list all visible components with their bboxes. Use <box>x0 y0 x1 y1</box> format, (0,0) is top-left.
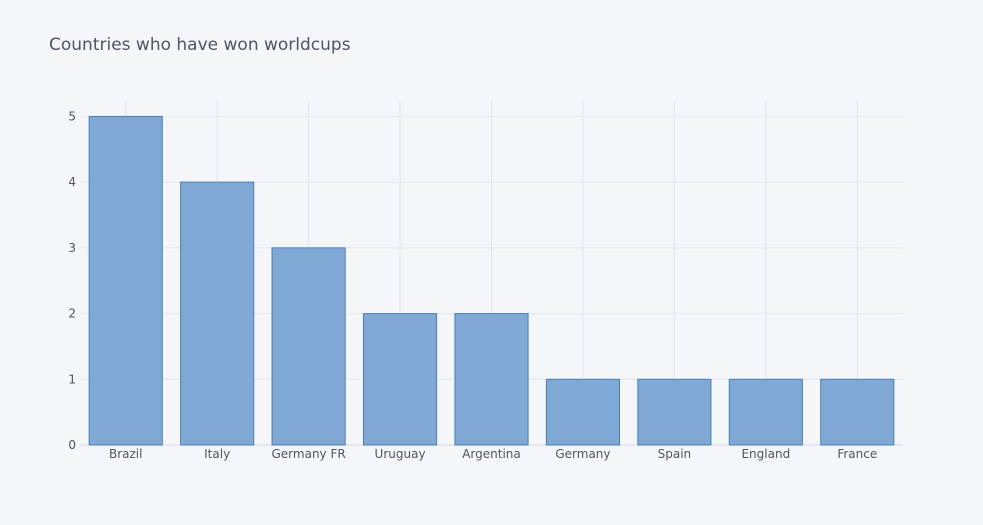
bar-argentina[interactable] <box>454 313 529 446</box>
bar-germany-fr[interactable] <box>271 247 346 446</box>
bar-brazil[interactable] <box>88 115 163 446</box>
y-tick-label: 2 <box>68 307 76 321</box>
x-tick-label: Argentina <box>462 447 521 461</box>
bar-spain[interactable] <box>637 378 712 446</box>
y-tick-label: 5 <box>68 109 76 123</box>
x-tick-label: Italy <box>204 447 230 461</box>
x-tick-label: France <box>837 447 877 461</box>
bar-uruguay[interactable] <box>362 313 438 446</box>
x-tick-label: Spain <box>658 447 692 461</box>
x-tick-label: Germany <box>555 447 610 461</box>
x-axis-ticks: Brazil Italy Germany FR Uruguay Argentina Ger… <box>109 447 877 461</box>
bar-italy[interactable] <box>180 181 255 446</box>
y-axis-ticks: 0 1 2 3 4 5 <box>68 109 76 452</box>
y-tick-label: 0 <box>68 438 76 452</box>
bars <box>88 115 895 446</box>
x-tick-label: Uruguay <box>375 447 426 461</box>
y-tick-label: 1 <box>68 372 76 386</box>
x-tick-label: Germany FR <box>272 447 346 461</box>
y-tick-label: 3 <box>68 241 76 255</box>
bar-germany[interactable] <box>545 378 621 446</box>
x-tick-label: England <box>741 447 790 461</box>
x-tick-label: Brazil <box>109 447 143 461</box>
bar-england[interactable] <box>728 378 803 446</box>
y-tick-label: 4 <box>68 175 76 189</box>
bar-france[interactable] <box>820 378 895 446</box>
chart-title: Countries who have won worldcups <box>49 35 351 55</box>
